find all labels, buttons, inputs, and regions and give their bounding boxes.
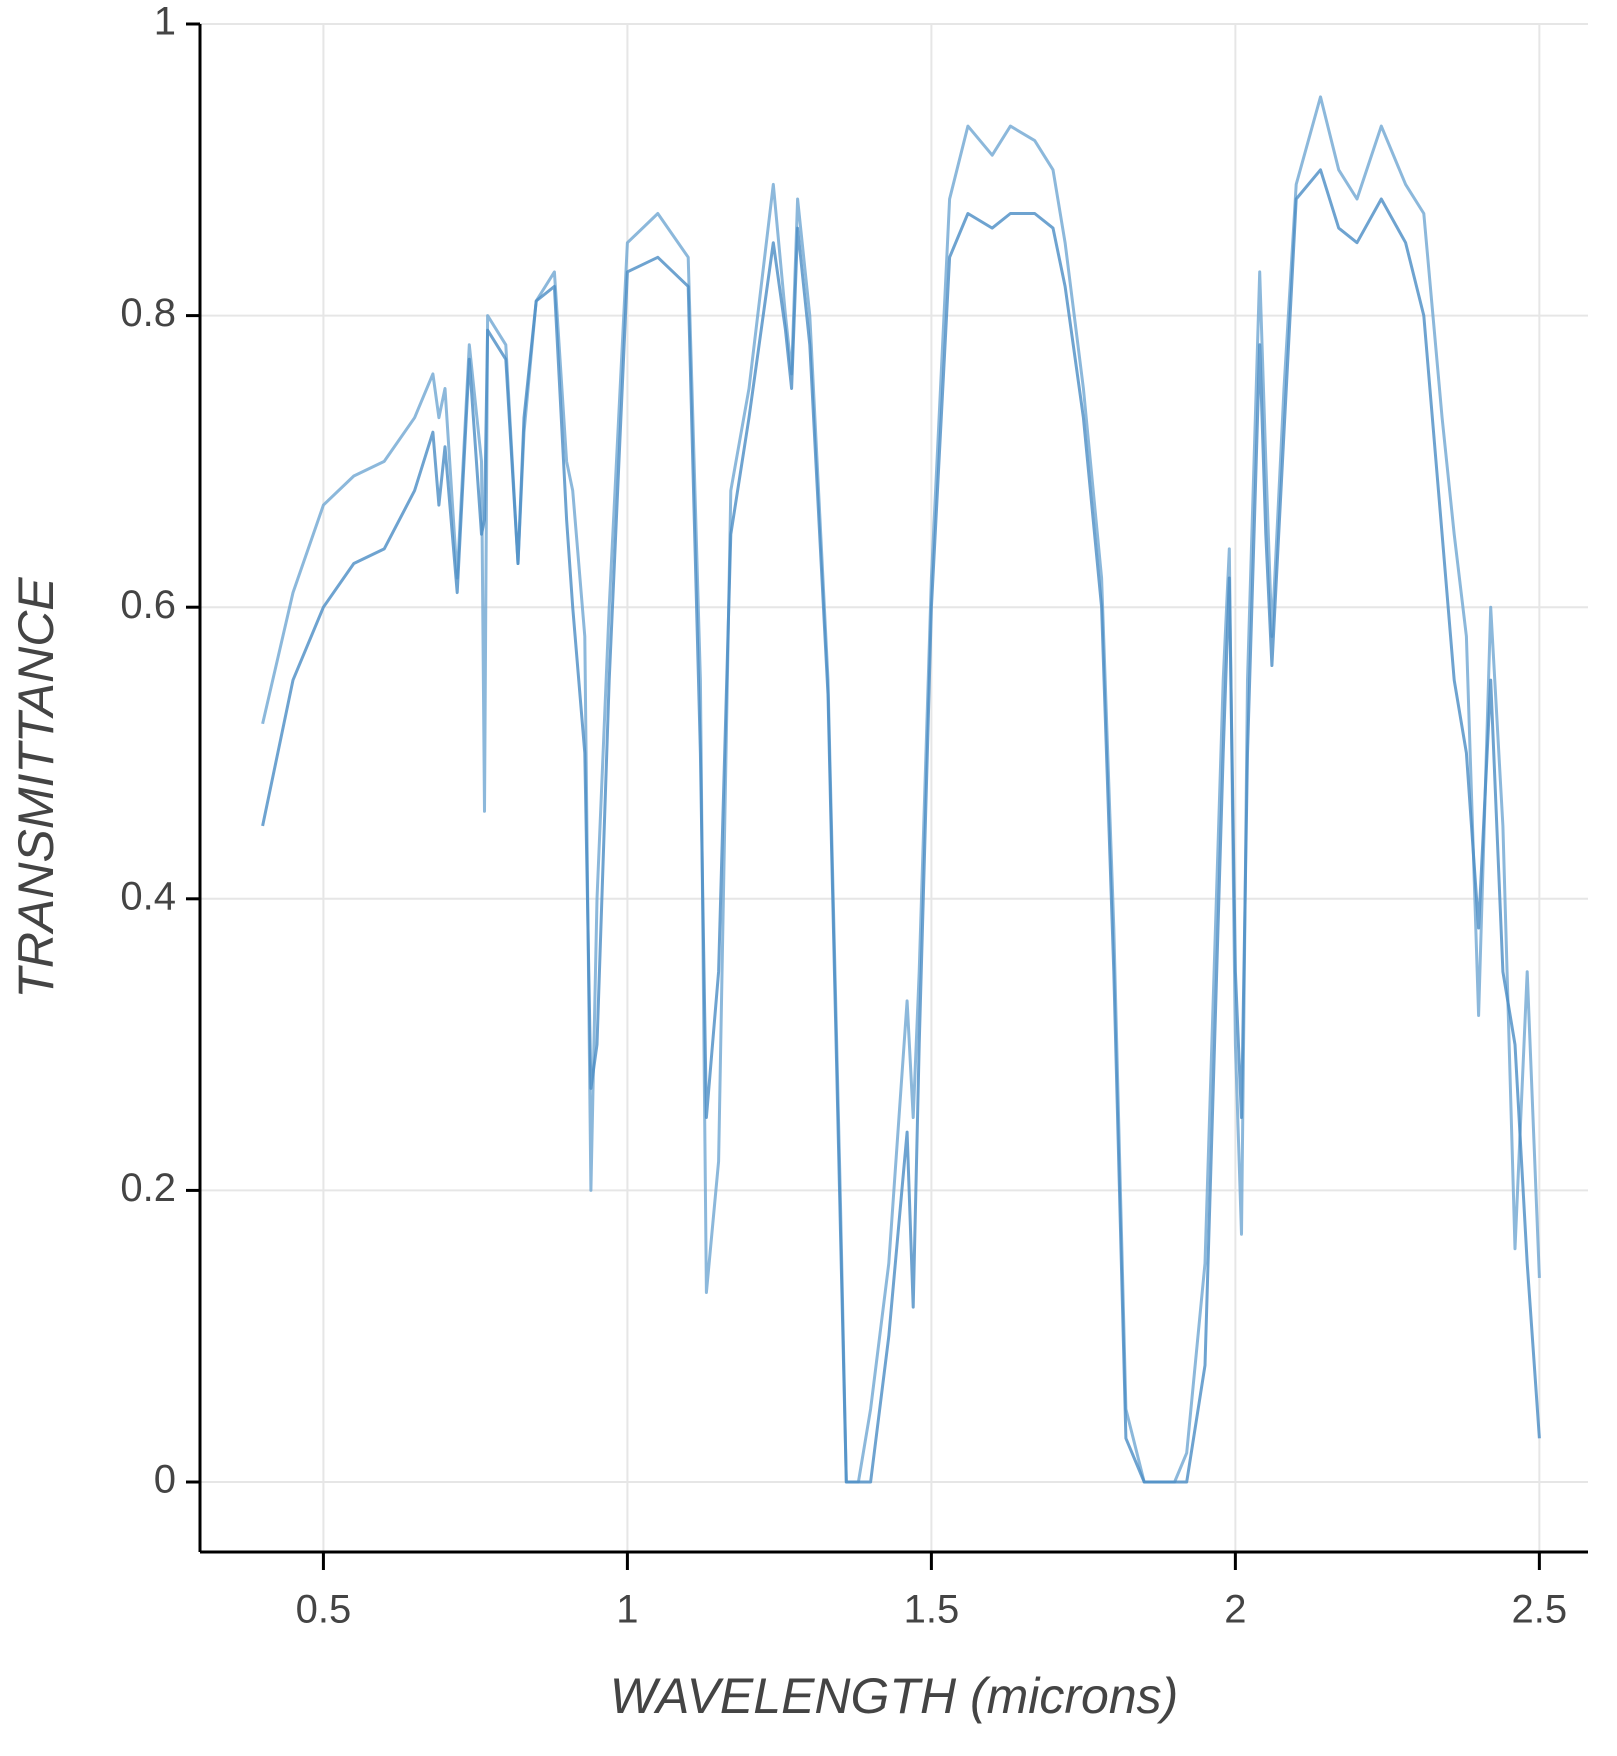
y-tick-label: 1 <box>154 0 176 44</box>
y-axis-title: TRANSMITTANCE <box>8 577 64 999</box>
x-tick-label: 0.5 <box>296 1588 352 1632</box>
y-tick-label: 0.6 <box>120 583 176 627</box>
x-tick-label: 2.5 <box>1512 1588 1568 1632</box>
x-tick-label: 2 <box>1224 1588 1246 1632</box>
y-tick-label: 0.8 <box>120 291 176 335</box>
x-axis-title: WAVELENGTH (microns) <box>610 1668 1179 1724</box>
series-line <box>261 168 1541 1484</box>
y-tick-label: 0 <box>154 1458 176 1502</box>
x-tick-label: 1.5 <box>904 1588 960 1632</box>
y-tick-label: 0.2 <box>120 1166 176 1210</box>
series-line <box>261 95 1541 1484</box>
x-tick-label: 1 <box>616 1588 638 1632</box>
y-tick-label: 0.4 <box>120 874 176 918</box>
